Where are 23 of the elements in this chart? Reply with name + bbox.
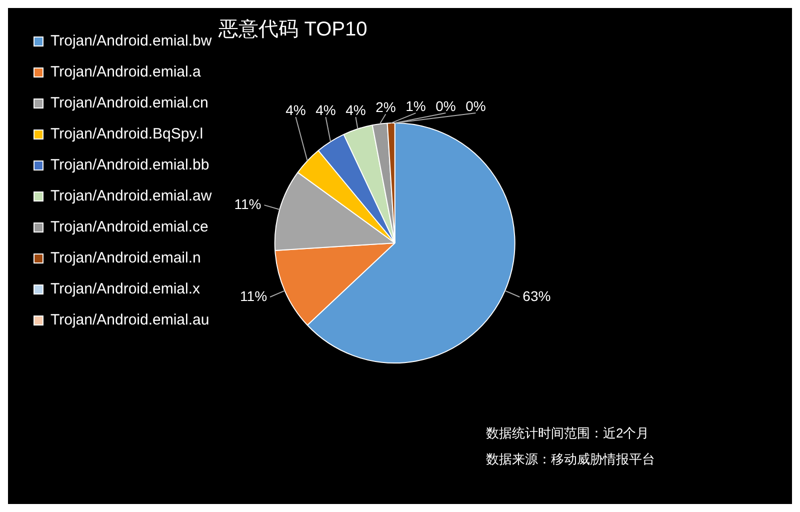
text: 0%: [436, 98, 456, 114]
data-label: 2%: [376, 98, 396, 115]
data-label: 11%: [240, 288, 268, 304]
legend-label: Trojan/Android.BqSpy.l: [50, 126, 204, 143]
legend-label: Trojan/Android.emial.ce: [50, 218, 208, 236]
chart-title: 恶意代码 TOP10: [218, 18, 368, 41]
legend-label: Trojan/Android.emial.au: [50, 312, 210, 329]
legend-label: Trojan/Android.emial.a: [50, 64, 202, 81]
data-label: 1%: [406, 98, 426, 114]
legend-label: Trojan/Android.emial.x: [50, 280, 201, 298]
data-label: 4%: [286, 102, 306, 118]
data-label: 63%: [522, 288, 551, 304]
legend-label: Trojan/Android.email.n: [50, 250, 201, 267]
data-label: 4%: [346, 102, 366, 118]
legend-label: Trojan/Android.emial.aw: [50, 188, 212, 205]
legend-label: Trojan/Android.emial.cn: [50, 94, 208, 112]
text: 数据统计时间范围：近2个月: [486, 426, 650, 441]
data-label: 4%: [316, 102, 336, 118]
legend-label: Trojan/Android.emial.bb: [50, 156, 210, 174]
source-note: 数据来源：移动威胁情报平台: [486, 452, 655, 467]
text: 0%: [466, 98, 486, 114]
data-label: 11%: [234, 196, 262, 212]
legend-label: Trojan/Android.emial.bw: [50, 32, 212, 50]
